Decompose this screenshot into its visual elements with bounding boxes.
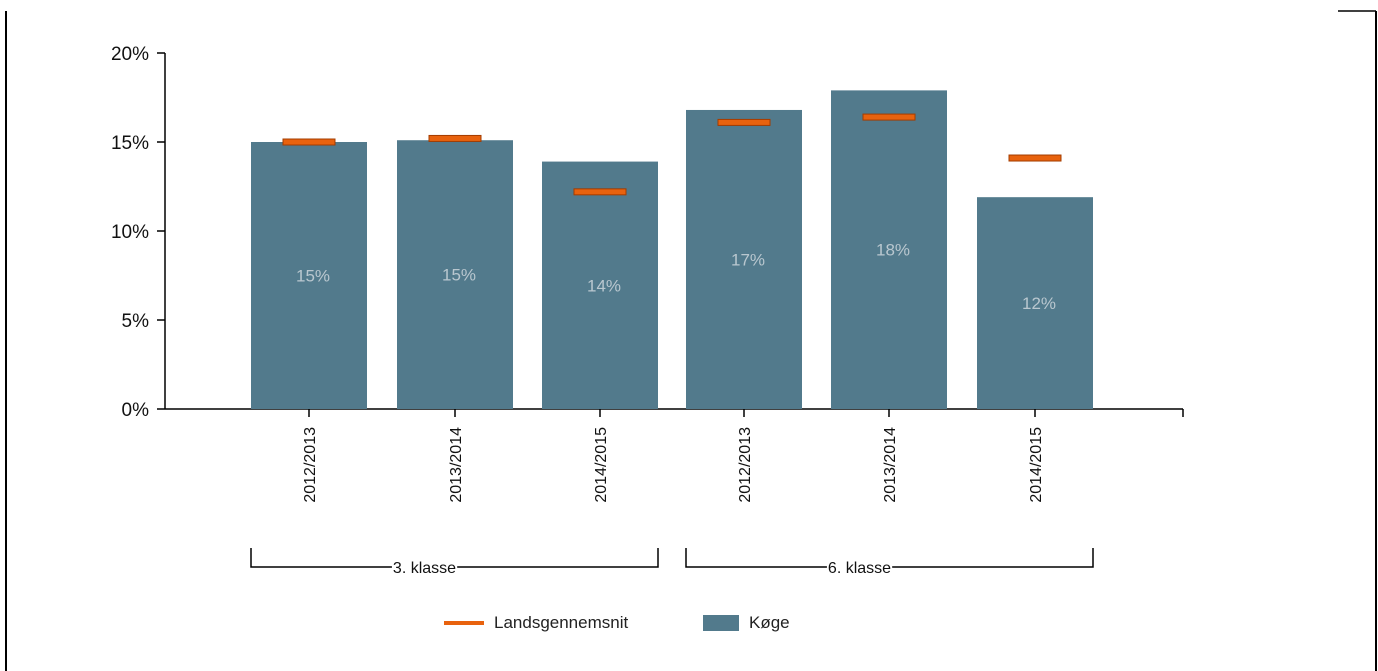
y-tick-label: 20% xyxy=(111,44,149,65)
category-label: 2013/2014 xyxy=(448,427,465,503)
marker-landsgennemsnit xyxy=(1008,154,1062,162)
group-label-bg xyxy=(826,557,893,577)
bar-koge xyxy=(686,109,802,410)
y-tick-label: 0% xyxy=(122,400,150,421)
marker-landsgennemsnit xyxy=(282,138,336,146)
bar-data-label: 12% xyxy=(1022,294,1056,313)
markers-layer xyxy=(282,113,1062,196)
bar-koge xyxy=(977,197,1093,409)
bar-data-label: 15% xyxy=(296,267,330,286)
legend-swatch-koge xyxy=(703,615,739,631)
marker-landsgennemsnit xyxy=(573,188,627,196)
bar-data-label: 14% xyxy=(587,276,621,295)
bar-data-label: 17% xyxy=(731,250,765,269)
bars-layer xyxy=(251,90,1093,410)
marker-landsgennemsnit xyxy=(717,118,771,126)
group-brackets: 3. klasse 6. klasse xyxy=(250,548,1094,577)
bar-koge xyxy=(397,140,513,409)
y-tick-label: 15% xyxy=(111,133,149,154)
labels-layer: 15% 15% 14% 17% 18% 12% xyxy=(296,241,1056,313)
category-label: 2014/2015 xyxy=(1028,427,1045,503)
y-tick-label: 5% xyxy=(122,311,150,332)
category-label: 2012/2013 xyxy=(737,427,754,503)
group-label-3-klasse: 3. klasse xyxy=(393,560,456,577)
legend-label-koge: Køge xyxy=(749,613,790,632)
marker-landsgennemsnit xyxy=(428,134,482,142)
legend-swatch-landsgennemsnit xyxy=(444,621,484,625)
bar-koge xyxy=(251,142,367,409)
y-tick-label: 10% xyxy=(111,222,149,243)
bar-data-label: 18% xyxy=(876,241,910,260)
marker-landsgennemsnit xyxy=(862,113,916,121)
bar-koge xyxy=(542,161,658,409)
bar-data-label: 15% xyxy=(442,266,476,285)
category-label: 2012/2013 xyxy=(302,427,319,503)
group-label-bg xyxy=(391,557,458,577)
group-label-6-klasse: 6. klasse xyxy=(828,560,891,577)
legend-item-landsgennemsnit: Landsgennemsnit xyxy=(444,613,628,633)
legend-item-koge: Køge xyxy=(703,613,790,633)
category-label: 2014/2015 xyxy=(593,427,610,503)
axes: 0% 5% 10% 15% 20% 2012/2013 2013/2014 2014/2015… xyxy=(111,44,1184,503)
category-label: 2013/2014 xyxy=(882,427,899,503)
bar-koge xyxy=(831,90,947,409)
legend-label-landsgennemsnit: Landsgennemsnit xyxy=(494,613,629,632)
